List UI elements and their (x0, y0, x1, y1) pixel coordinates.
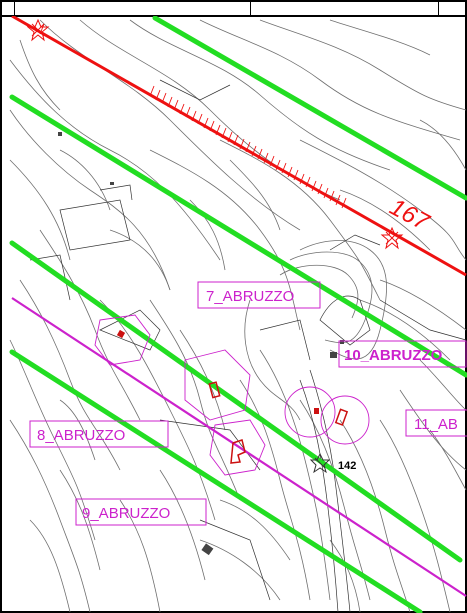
title-strip (0, 0, 467, 16)
svg-text:7_ABRUZZO: 7_ABRUZZO (206, 288, 294, 305)
buildings (58, 132, 349, 556)
green-routes (9, 16, 467, 613)
magenta-route (11, 297, 467, 597)
star-hatched-icon (309, 452, 331, 474)
contour-lines (9, 19, 467, 613)
label-11-abruzzo[interactable]: 11_AB (405, 409, 467, 437)
star-hatched-icon (380, 226, 404, 250)
star-hatched-icon (26, 18, 50, 42)
buffer-areas (94, 314, 370, 476)
svg-text:10_ABRUZZO: 10_ABRUZZO (344, 347, 443, 364)
label-7-abruzzo[interactable]: 7_ABRUZZO (197, 281, 321, 309)
strip-divider (14, 2, 15, 16)
label-9-abruzzo[interactable]: 9_ABRUZZO (75, 498, 207, 526)
strip-divider (438, 2, 439, 16)
topographic-map[interactable]: 7_ABRUZZO 8_ABRUZZO 9_ABRUZZO 10_ABRUZZO… (0, 16, 467, 613)
label-10-abruzzo[interactable]: 10_ABRUZZO (338, 340, 467, 368)
svg-text:11_AB: 11_AB (414, 416, 458, 433)
svg-text:9_ABRUZZO: 9_ABRUZZO (82, 505, 170, 522)
svg-text:8_ABRUZZO: 8_ABRUZZO (37, 427, 125, 444)
map-border (0, 16, 467, 613)
parcel-lines (29, 79, 467, 613)
strip-divider (250, 2, 251, 16)
label-8-abruzzo[interactable]: 8_ABRUZZO (29, 420, 169, 448)
marker-label-142: 142 (338, 460, 356, 472)
